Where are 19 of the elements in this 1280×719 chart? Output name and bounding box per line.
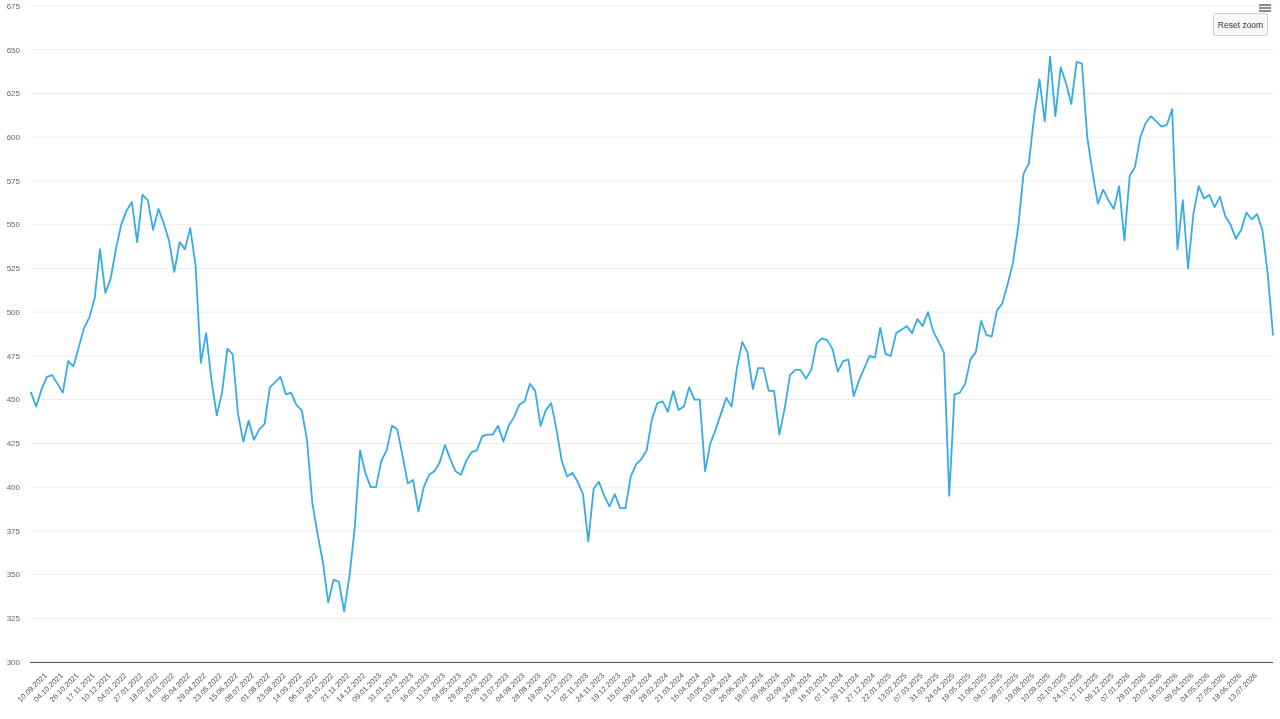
y-tick-label: 550 <box>6 220 21 230</box>
y-tick-label: 475 <box>6 351 21 361</box>
y-tick-label: 500 <box>6 307 21 317</box>
y-tick-label: 425 <box>6 439 21 449</box>
y-tick-label: 350 <box>6 570 21 580</box>
y-tick-label: 600 <box>6 133 21 142</box>
y-tick-label: 325 <box>6 614 21 624</box>
line-series <box>30 55 1274 613</box>
y-tick-label: 625 <box>6 89 21 99</box>
y-tick-label: 575 <box>6 176 21 186</box>
reset-zoom-button: Reset zoom <box>1213 13 1268 36</box>
y-tick-label: 525 <box>6 264 21 274</box>
y-tick-label: 400 <box>6 482 21 492</box>
y-tick-label: 650 <box>6 45 21 55</box>
y-tick-label: 300 <box>6 657 21 667</box>
y-tick-label: 675 <box>6 1 21 11</box>
y-tick-label: 375 <box>6 526 21 536</box>
y-tick-label: 450 <box>6 395 21 405</box>
annotation: Reset zoom <box>1217 20 1264 30</box>
